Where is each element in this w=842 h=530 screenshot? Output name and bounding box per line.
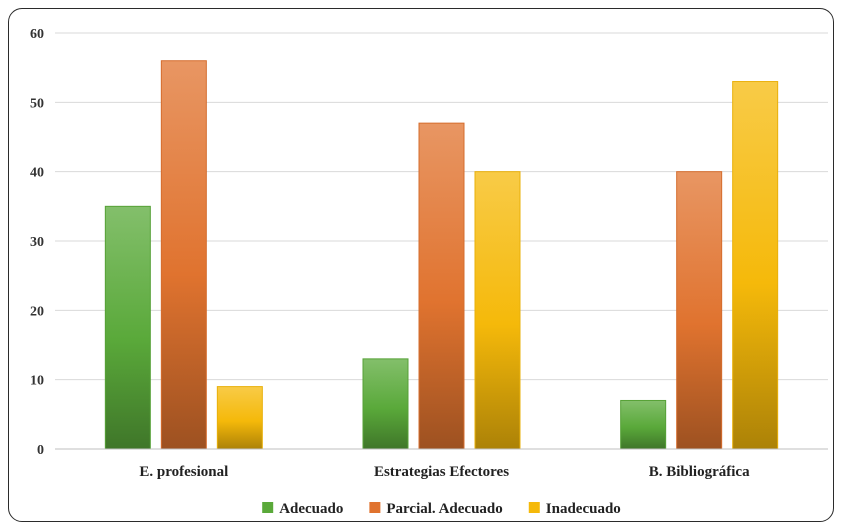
y-tick-label: 40: [30, 166, 44, 181]
bar-parcial-adecuado-2[interactable]: [418, 122, 465, 450]
bar-inadecuado-2[interactable]: [474, 171, 521, 450]
y-tick-label: 50: [30, 96, 44, 111]
bar-inadecuado-3[interactable]: [732, 81, 779, 450]
x-category-label: E. profesional: [139, 464, 228, 480]
legend-swatch: [369, 502, 381, 513]
legend-item-inadecuado[interactable]: Inadecuado: [528, 501, 621, 517]
y-tick-label: 60: [30, 27, 44, 42]
legend-swatch: [528, 502, 540, 513]
legend-item-parcial-adecuado[interactable]: Parcial. Adecuado: [369, 501, 503, 517]
y-tick-label: 20: [30, 304, 44, 319]
bar-adecuado-2[interactable]: [362, 358, 409, 450]
x-category-label: Estrategias Efectores: [374, 464, 509, 480]
y-tick-label: 10: [30, 374, 44, 389]
legend-label: Adecuado: [279, 501, 343, 517]
x-axis-categories: E. profesional Estrategias Efectores B. Bi…: [139, 464, 750, 480]
legend-swatch: [262, 502, 274, 513]
bar-adecuado-1[interactable]: [104, 205, 151, 450]
legend-item-adecuado[interactable]: Adecuado: [262, 501, 343, 517]
bars: [104, 60, 779, 450]
bar-adecuado-3[interactable]: [620, 399, 667, 450]
bar-parcial-adecuado-3[interactable]: [676, 171, 723, 450]
legend-label: Inadecuado: [546, 501, 621, 517]
y-tick-label: 0: [37, 443, 44, 458]
y-axis-ticks: 0 10 20 30 40 50 60: [30, 27, 44, 458]
legend-label: Parcial. Adecuado: [386, 501, 502, 517]
bar-inadecuado-1[interactable]: [216, 386, 263, 450]
x-category-label: B. Bibliográfica: [649, 464, 750, 480]
bar-parcial-adecuado-1[interactable]: [160, 60, 207, 450]
legend[interactable]: Adecuado Parcial. Adecuado Inadecuado: [262, 501, 621, 517]
y-tick-label: 30: [30, 235, 44, 250]
